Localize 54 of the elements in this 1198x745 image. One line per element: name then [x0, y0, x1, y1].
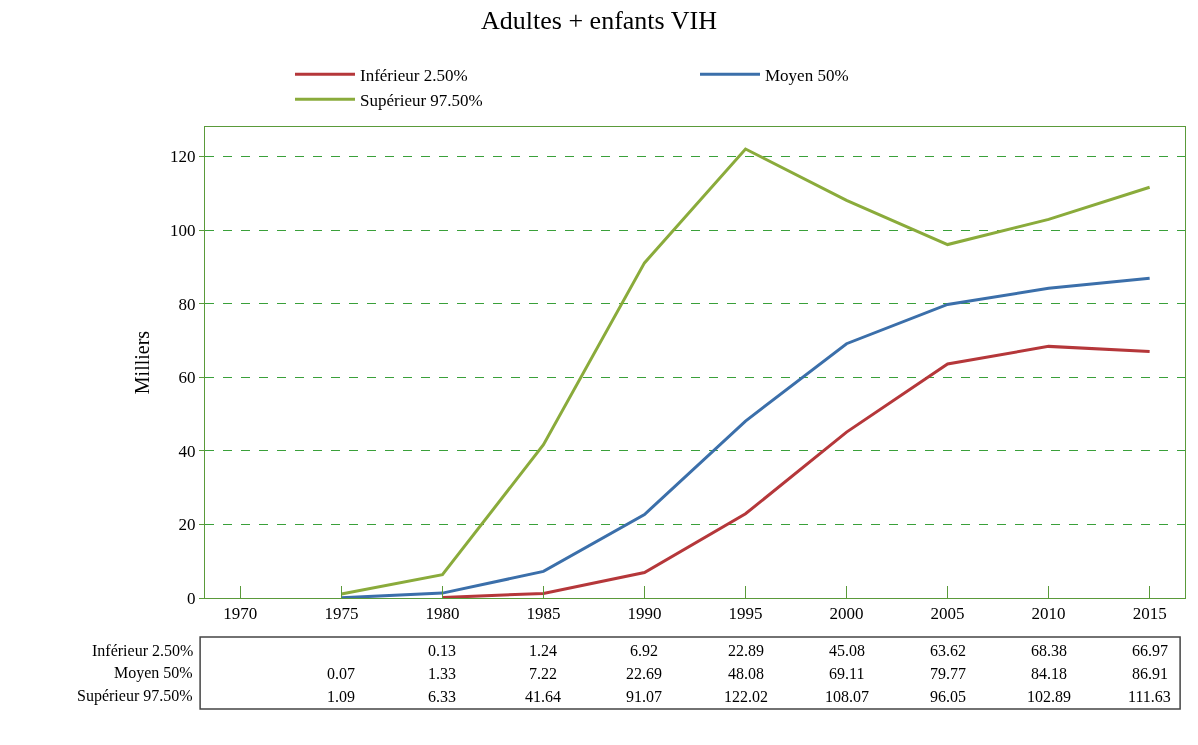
data-label: 1.33	[428, 665, 456, 682]
data-label: 66.97	[1132, 642, 1168, 659]
data-label: 0.07	[327, 665, 355, 682]
x-tick-label: 1970	[223, 604, 258, 624]
data-label: 91.07	[626, 688, 662, 705]
line-series	[339, 147, 1152, 596]
legend-label: Moyen 50%	[765, 65, 849, 85]
x-tick-label: 2015	[1132, 604, 1167, 624]
x-tick-label: 1975	[324, 604, 359, 624]
y-tick-label: 20	[178, 515, 196, 535]
data-label: 6.92	[630, 642, 658, 659]
text: Moyen 50%	[114, 664, 193, 681]
data-label: 6.33	[428, 688, 456, 705]
text: Supérieur 97.50%	[77, 687, 193, 704]
chart-title: Adultes + enfants VIH	[481, 6, 718, 36]
data-label: 108.07	[825, 688, 869, 705]
data-label: 69.11	[829, 665, 865, 682]
data-label: 84.18	[1031, 665, 1067, 682]
data-label: 63.62	[930, 642, 966, 659]
text: Inférieur 2.50%	[92, 642, 194, 659]
data-label: 41.64	[525, 688, 561, 705]
data-label: 22.89	[728, 642, 764, 659]
data-label: 1.09	[327, 688, 355, 705]
y-tick-label: 120	[170, 147, 196, 167]
x-tick-label: 1985	[526, 604, 561, 624]
x-tick-label: 2010	[1031, 604, 1066, 624]
x-tick-label: 1990	[627, 604, 662, 624]
data-label: 0.13	[428, 642, 456, 659]
data-label: 79.77	[930, 665, 966, 682]
x-tick-label: 2000	[829, 604, 864, 624]
y-tick-label: 80	[178, 294, 196, 314]
data-label: 102.89	[1027, 688, 1071, 705]
x-tick-label: 1995	[728, 604, 763, 624]
line-series	[440, 344, 1152, 598]
y-tick-label: 40	[178, 441, 196, 461]
data-label: 86.91	[1132, 665, 1168, 682]
data-label: 96.05	[930, 688, 966, 705]
data-label: 7.22	[529, 665, 557, 682]
line-series	[339, 276, 1152, 598]
y-tick-label: 100	[170, 220, 196, 240]
legend-label: Inférieur 2.50%	[360, 65, 468, 85]
data-label: 45.08	[829, 642, 865, 659]
y-tick-label: 0	[187, 588, 196, 608]
x-tick-label: 1980	[425, 604, 460, 624]
data-label: 122.02	[724, 688, 768, 705]
data-label: 48.08	[728, 665, 764, 682]
data-label: 22.69	[626, 665, 662, 682]
legend-label: Supérieur 97.50%	[360, 90, 483, 110]
y-tick-label: 60	[178, 368, 196, 388]
data-label: 111.63	[1128, 688, 1171, 705]
data-label: 1.24	[529, 642, 557, 659]
x-tick-label: 2005	[930, 604, 965, 624]
y-axis-title: Milliers	[130, 330, 153, 395]
data-label: 68.38	[1031, 642, 1067, 659]
